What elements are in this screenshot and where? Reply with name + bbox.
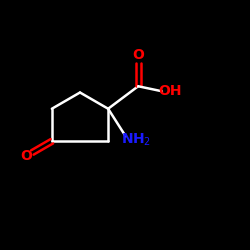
Text: O: O <box>20 149 32 163</box>
Text: OH: OH <box>158 84 182 98</box>
Text: NH$_2$: NH$_2$ <box>121 132 151 148</box>
Text: O: O <box>132 48 144 62</box>
